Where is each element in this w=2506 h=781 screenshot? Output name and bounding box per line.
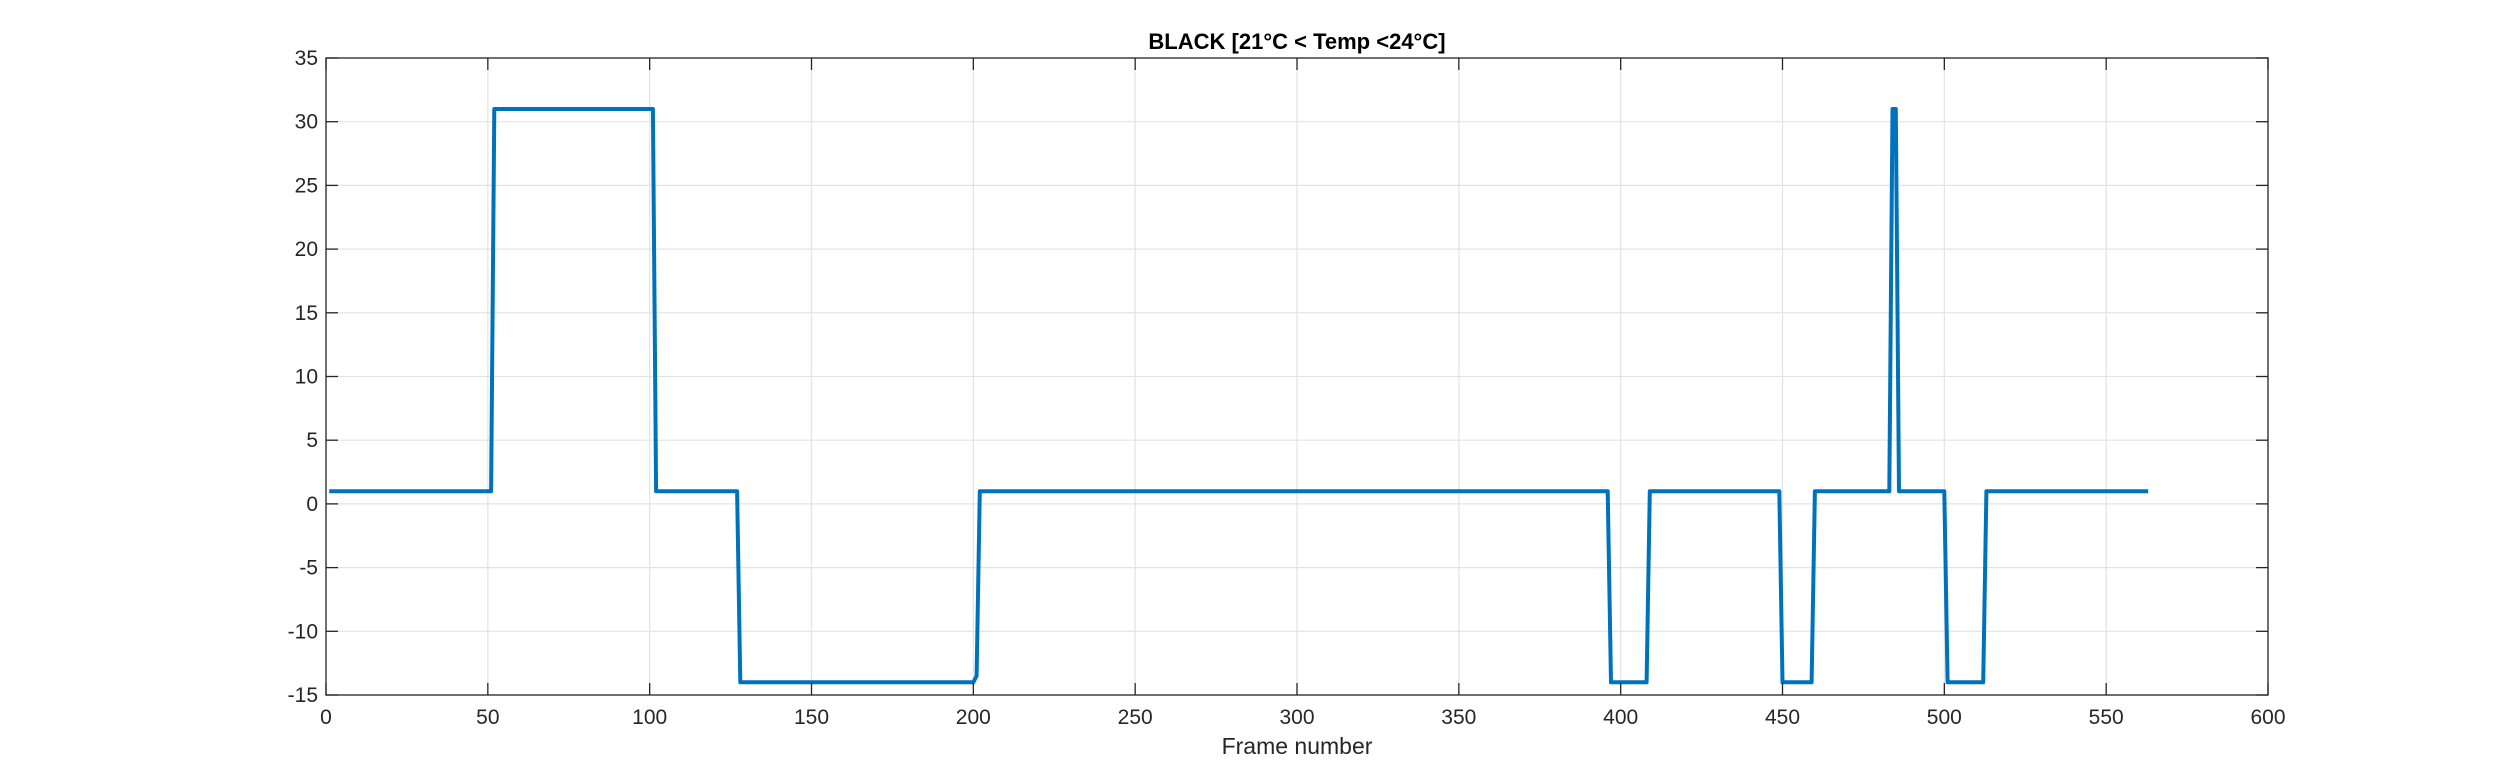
y-tick-label: 15 [295, 302, 318, 325]
x-tick-label: 100 [632, 706, 667, 729]
x-tick-label: 150 [794, 706, 829, 729]
x-tick-label: 550 [2089, 706, 2124, 729]
y-tick-label: 5 [306, 429, 318, 452]
x-tick-label: 50 [476, 706, 499, 729]
x-tick-label: 500 [1927, 706, 1962, 729]
x-tick-label: 200 [956, 706, 991, 729]
x-tick-label: 300 [1279, 706, 1314, 729]
y-tick-label: 30 [295, 111, 318, 134]
y-tick-label: -5 [299, 557, 318, 580]
y-tick-label: 10 [295, 366, 318, 389]
y-tick-label: 0 [306, 493, 318, 516]
y-tick-label: 35 [295, 47, 318, 70]
plot-area [329, 107, 2149, 685]
x-tick-label: 400 [1603, 706, 1638, 729]
y-tick-label: 20 [295, 238, 318, 261]
y-tick-label: 25 [295, 174, 318, 197]
series-line [329, 107, 2149, 685]
x-tick-label: 600 [2250, 706, 2285, 729]
x-tick-label: 350 [1441, 706, 1476, 729]
x-tick-label: 450 [1765, 706, 1800, 729]
chart-title: BLACK [21°C < Temp <24°C] [1148, 29, 1445, 54]
x-tick-label: 0 [320, 706, 332, 729]
grid [325, 57, 2269, 696]
x-axis-label: Frame number [1222, 733, 1373, 759]
ticks: 0 50 100 150 200 250 300 350 400 450 500 550 600-15-… [288, 47, 2286, 729]
x-tick-label: 250 [1118, 706, 1153, 729]
y-tick-label: -10 [288, 620, 318, 643]
y-tick-label: -15 [288, 684, 318, 707]
